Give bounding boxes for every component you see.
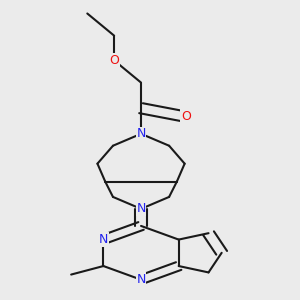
Text: N: N xyxy=(136,127,146,140)
Text: O: O xyxy=(109,54,119,67)
Text: O: O xyxy=(181,110,191,123)
Text: N: N xyxy=(136,273,146,286)
Text: N: N xyxy=(99,233,108,246)
Text: N: N xyxy=(136,202,146,215)
